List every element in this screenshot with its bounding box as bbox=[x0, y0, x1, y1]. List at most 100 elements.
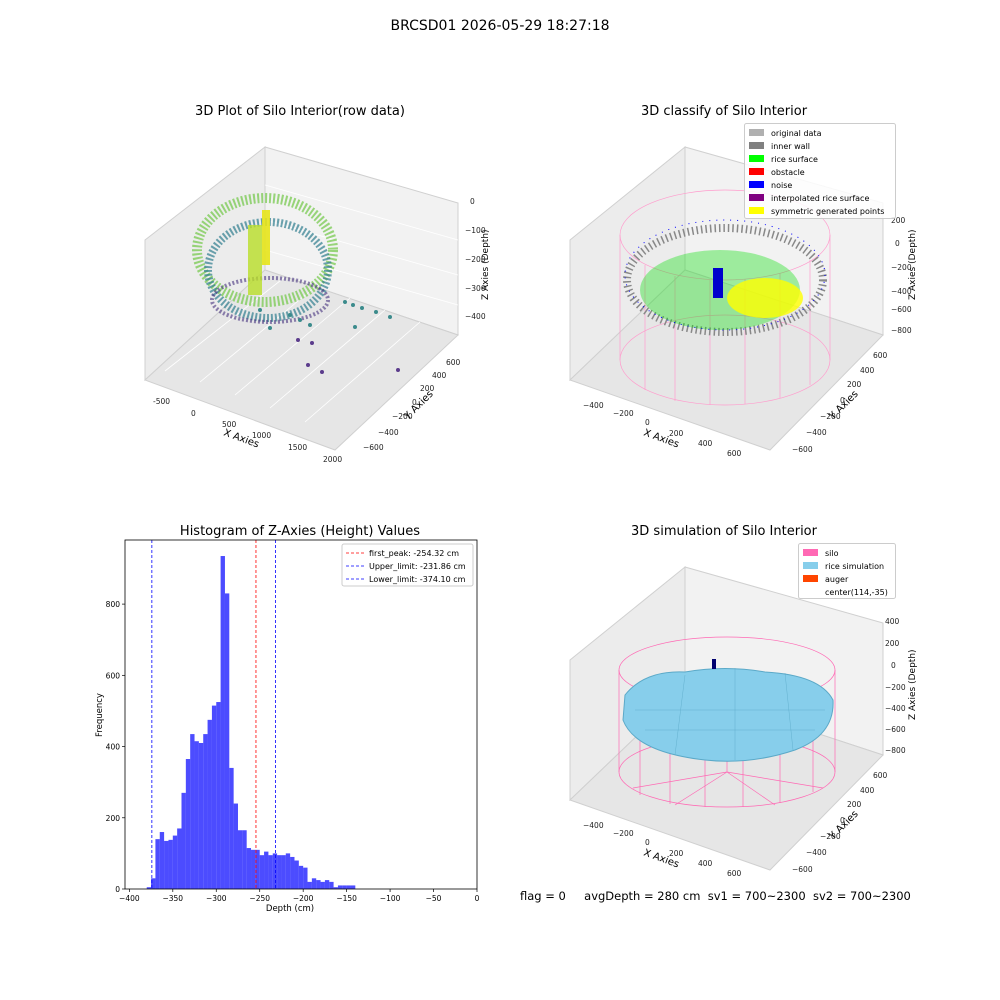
classify-ytick: −400 bbox=[806, 428, 827, 437]
simulation-ztick: 200 bbox=[885, 639, 900, 648]
raw-ztick: 0 bbox=[470, 197, 475, 206]
histogram-bar bbox=[329, 881, 334, 889]
histogram-bar bbox=[164, 840, 169, 889]
histogram-xtick-label: −250 bbox=[249, 894, 270, 903]
raw-point-cloud bbox=[192, 193, 400, 374]
simulation-ztick: 400 bbox=[885, 617, 900, 626]
simulation-auger bbox=[712, 659, 716, 669]
simulation-xtick: 400 bbox=[698, 859, 713, 868]
raw-ytick: −400 bbox=[378, 428, 399, 437]
simulation-legend-swatch bbox=[803, 562, 818, 569]
classify-xtick: −200 bbox=[613, 409, 634, 418]
histogram-bar bbox=[233, 803, 238, 889]
histogram-xtick-label: −150 bbox=[336, 894, 357, 903]
classify-legend-label: original data bbox=[771, 129, 822, 138]
histogram-ytick-label: 400 bbox=[106, 743, 121, 752]
histogram-bar bbox=[316, 880, 321, 889]
classify-ztick: 0 bbox=[895, 239, 900, 248]
simulation-ytick: −200 bbox=[820, 832, 841, 841]
histogram-bar bbox=[168, 839, 173, 889]
classify-legend: original data inner wall rice surface obsta… bbox=[744, 123, 896, 219]
raw-ztick: −300 bbox=[465, 284, 486, 293]
classify-ytick: −600 bbox=[792, 445, 813, 454]
simulation-legend-label: auger bbox=[825, 575, 849, 584]
classify-xtick: 200 bbox=[669, 429, 684, 438]
histogram-bar bbox=[281, 855, 286, 889]
histogram-bar bbox=[285, 853, 291, 889]
histogram-bar bbox=[346, 885, 351, 889]
histogram-bar bbox=[303, 867, 308, 889]
simulation-legend-label: silo bbox=[825, 549, 839, 558]
raw-xtick: 500 bbox=[222, 420, 237, 429]
histogram-chart: −400 −350 −300 −250 −200 −150 −100 −50 0 0 200 400 6… bbox=[95, 539, 480, 914]
histogram-bar bbox=[264, 851, 269, 889]
raw-xtick: -500 bbox=[153, 397, 170, 406]
classify-legend-label: obstacle bbox=[771, 168, 805, 177]
raw-ztick: −100 bbox=[465, 226, 486, 235]
simulation-panel-title: 3D simulation of Silo Interior bbox=[631, 524, 817, 539]
histogram-bar bbox=[198, 742, 204, 889]
histogram-bar bbox=[294, 860, 299, 889]
histogram-bar bbox=[159, 832, 165, 889]
histogram-bar bbox=[324, 880, 330, 889]
classify-ytick: 600 bbox=[873, 351, 888, 360]
sv2-text: sv2 = 700~2300 bbox=[812, 889, 911, 903]
histogram-legend-label: Lower_limit: -374.10 cm bbox=[369, 575, 466, 584]
histogram-bar bbox=[216, 702, 221, 889]
classify-ztick: −800 bbox=[891, 326, 912, 335]
classify-ztick: −600 bbox=[891, 305, 912, 314]
raw-ytick: −200 bbox=[392, 412, 413, 421]
classify-legend-label: interpolated rice surface bbox=[771, 194, 869, 203]
classify-xtick: 600 bbox=[727, 449, 742, 458]
simulation-ytick: −400 bbox=[806, 848, 827, 857]
classify-ytick: 0 bbox=[840, 396, 845, 405]
histogram-bar bbox=[146, 887, 152, 889]
raw-ytick: −600 bbox=[363, 443, 384, 452]
classify-silo-wireframe bbox=[619, 189, 831, 406]
classify-legend-label: noise bbox=[771, 181, 792, 190]
histogram-bar bbox=[194, 741, 199, 889]
simulation-3d-plot: X Axies Y Axies Z Axies (Depth) −400 −20… bbox=[569, 565, 918, 878]
histogram-bar bbox=[290, 856, 295, 889]
histogram-xtick-label: −400 bbox=[119, 894, 140, 903]
raw-xtick: 0 bbox=[191, 409, 196, 418]
histogram-xtick-label: −200 bbox=[293, 894, 314, 903]
simulation-xtick: 200 bbox=[669, 849, 684, 858]
simulation-ytick: 400 bbox=[860, 786, 875, 795]
histogram-xtick-label: −100 bbox=[380, 894, 401, 903]
histogram-ytick-label: 200 bbox=[106, 814, 121, 823]
classify-legend-label: inner wall bbox=[771, 142, 810, 151]
histogram-bar bbox=[242, 830, 247, 889]
simulation-legend-label: center(114,-35) bbox=[825, 588, 888, 597]
classify-ztick: 200 bbox=[891, 216, 906, 225]
histogram-bar bbox=[246, 848, 252, 889]
histogram-xtick-label: −350 bbox=[162, 894, 183, 903]
classify-xtick: −400 bbox=[583, 401, 604, 410]
simulation-xtick: 0 bbox=[645, 838, 650, 847]
histogram-bar bbox=[277, 855, 282, 889]
classify-zlabel: Z Axies (Depth) bbox=[908, 229, 918, 300]
histogram-bar bbox=[307, 881, 312, 889]
raw-zlabel: Z Axies (Depth) bbox=[481, 229, 491, 300]
histogram-xtick-label: −50 bbox=[426, 894, 442, 903]
raw-ytick: 600 bbox=[446, 358, 461, 367]
simulation-ztick: −200 bbox=[885, 683, 906, 692]
histogram-bar bbox=[337, 885, 343, 889]
simulation-xtick: −200 bbox=[613, 829, 634, 838]
raw-ztick: −400 bbox=[465, 312, 486, 321]
classify-3d-plot: X Axies Y Axies Z Axies (Depth) −400 −20… bbox=[569, 145, 918, 458]
simulation-ztick: 0 bbox=[891, 661, 896, 670]
histogram-ytick-label: 0 bbox=[115, 885, 120, 894]
simulation-ytick: 600 bbox=[873, 771, 888, 780]
simulation-legend-swatch bbox=[803, 575, 818, 582]
classify-point-cloud bbox=[623, 219, 827, 336]
simulation-ytick: 200 bbox=[847, 800, 862, 809]
classify-ytick: 200 bbox=[847, 380, 862, 389]
simulation-ztick: −400 bbox=[885, 704, 906, 713]
simulation-xtick: 600 bbox=[727, 869, 742, 878]
raw-xtick: 2000 bbox=[323, 455, 342, 464]
histogram-xtick-label: −300 bbox=[206, 894, 227, 903]
simulation-legend-label: rice simulation bbox=[825, 562, 884, 571]
histogram-bar bbox=[251, 849, 256, 889]
classify-legend-swatch bbox=[749, 168, 764, 175]
